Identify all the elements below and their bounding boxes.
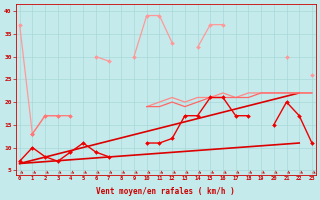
X-axis label: Vent moyen/en rafales ( km/h ): Vent moyen/en rafales ( km/h ) [96,187,235,196]
